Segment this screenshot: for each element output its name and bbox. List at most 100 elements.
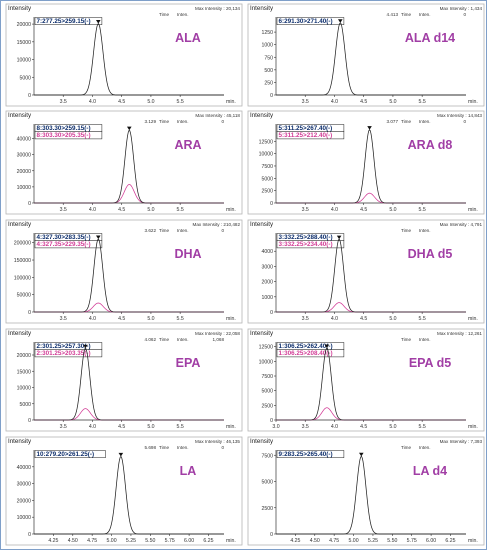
transition-label: 5:311.25>212.40(-): [279, 132, 333, 139]
time-inten-readout: Time Inten.: [159, 12, 189, 17]
transition-label: 4:327.35>229.35(-): [37, 241, 91, 248]
max-intensity-label: Max Intensity : 20,134: [195, 6, 240, 11]
transition-label-box: [34, 450, 106, 458]
transition-label: 8:303.30>205.35(-): [37, 132, 91, 139]
x-axis-unit: min.: [468, 424, 478, 430]
y-tick-label: 5000: [19, 75, 31, 81]
y-axis-label: Intensity: [250, 330, 274, 337]
time-value: 3.622: [145, 228, 157, 233]
analyte-label: EPA: [176, 356, 201, 370]
x-tick-label: 4.75: [87, 538, 97, 544]
x-tick-label: 5.5: [419, 99, 426, 105]
inten-label: Inten.: [177, 445, 189, 450]
transition-label: 2:301.25>257.30(-): [37, 343, 91, 350]
max-intensity-label: Max Intensity : 14,843: [437, 113, 482, 118]
analyte-label: LA: [180, 464, 197, 478]
x-tick-label: 5.0: [147, 99, 154, 105]
primary-trace: [34, 23, 224, 96]
y-tick-label: 10000: [259, 152, 274, 158]
peak-marker-icon: [359, 452, 364, 457]
x-tick-label: 3.5: [302, 316, 309, 322]
inten-label: Inten.: [419, 445, 431, 450]
x-tick-label: 5.0: [389, 316, 396, 322]
y-tick-label: 20000: [17, 169, 32, 175]
x-axis-unit: min.: [468, 538, 478, 544]
x-tick-label: 4.5: [118, 207, 125, 213]
y-tick-label: 150000: [14, 258, 31, 264]
peak-marker-icon: [126, 126, 132, 131]
transition-label-box: [34, 17, 103, 25]
max-intensity-label: Max Intensity : 4,791: [440, 222, 483, 227]
x-tick-label: 5.00: [348, 538, 358, 544]
x-tick-label: 3.5: [302, 424, 309, 430]
time-inten-readout: 3.129 Time Inten. 0: [145, 119, 225, 124]
x-tick-label: 5.5: [419, 207, 426, 213]
y-axis-label: Intensity: [250, 112, 274, 119]
max-intensity-label: Max Intensity : 7,393: [440, 439, 483, 444]
x-axis-unit: min.: [468, 316, 478, 322]
y-tick-label: 5000: [261, 480, 273, 486]
max-intensity-label: Max Intensity : 22,058: [195, 331, 240, 336]
analyte-label: LA d4: [413, 464, 447, 478]
time-value: 4.413: [387, 12, 399, 17]
primary-trace: [276, 347, 466, 421]
analyte-label: ALA d14: [405, 31, 455, 45]
inten-value: 0: [463, 119, 466, 124]
x-tick-label: 4.5: [118, 424, 125, 430]
y-tick-label: 10000: [17, 515, 32, 521]
primary-trace: [34, 455, 224, 535]
x-tick-label: 3.5: [302, 99, 309, 105]
y-axis-label: Intensity: [8, 330, 32, 337]
inten-label: Inten.: [177, 337, 189, 342]
y-tick-label: 0: [270, 310, 273, 316]
x-tick-label: 5.75: [165, 538, 175, 544]
y-tick-label: 2500: [261, 403, 273, 409]
x-axis-unit: min.: [226, 99, 236, 105]
x-tick-label: 3.5: [60, 424, 67, 430]
y-tick-label: 50000: [17, 293, 32, 299]
y-tick-label: 200000: [14, 241, 31, 247]
x-tick-label: 4.50: [310, 538, 320, 544]
x-tick-label: 4.5: [360, 316, 367, 322]
y-tick-label: 1250: [261, 30, 273, 36]
transition-label: 9:283.25>265.40(-): [279, 451, 333, 458]
x-tick-label: 4.0: [89, 316, 96, 322]
y-tick-label: 1000: [261, 295, 273, 301]
chromatogram-panel-ala: Intensity Max Intensity : 20,134 Time Inten…: [5, 3, 243, 107]
max-intensity-label: Max Intensity : 210,482: [193, 222, 241, 227]
x-tick-label: 4.0: [331, 207, 338, 213]
y-tick-label: 7500: [261, 374, 273, 380]
peak-marker-icon: [96, 235, 101, 240]
inten-value: 0: [463, 12, 466, 17]
x-tick-label: 5.5: [177, 316, 184, 322]
x-tick-label: 4.0: [89, 99, 96, 105]
transition-label-box: [276, 131, 345, 140]
max-intensity-label: Max Intensity : 1,434: [440, 6, 483, 11]
time-label: Time: [401, 12, 411, 17]
time-inten-readout: Time Inten.: [401, 337, 431, 342]
analyte-label: ARA d8: [408, 138, 453, 152]
time-inten-readout: 3.622 Time Inten. 0: [145, 228, 225, 233]
time-inten-readout: 4.062 Time Inten. 1,068: [145, 337, 225, 342]
x-tick-label: 4.50: [68, 538, 78, 544]
y-tick-label: 20000: [17, 353, 32, 359]
x-tick-label: 4.25: [290, 538, 300, 544]
x-tick-label: 4.0: [331, 424, 338, 430]
transition-label-box: [276, 450, 345, 458]
y-tick-label: 5000: [261, 389, 273, 395]
x-tick-label: 4.5: [360, 207, 367, 213]
time-inten-readout: Time Inten.: [401, 228, 431, 233]
x-tick-label: 4.0: [89, 207, 96, 213]
x-tick-label: 5.50: [387, 538, 397, 544]
time-label: Time: [159, 445, 169, 450]
y-tick-label: 0: [270, 93, 273, 99]
y-tick-label: 0: [28, 310, 31, 316]
x-tick-label: 3.5: [60, 316, 67, 322]
analyte-label: ARA: [174, 138, 201, 152]
y-tick-label: 10000: [17, 386, 32, 392]
time-value: 5.698: [145, 445, 157, 450]
